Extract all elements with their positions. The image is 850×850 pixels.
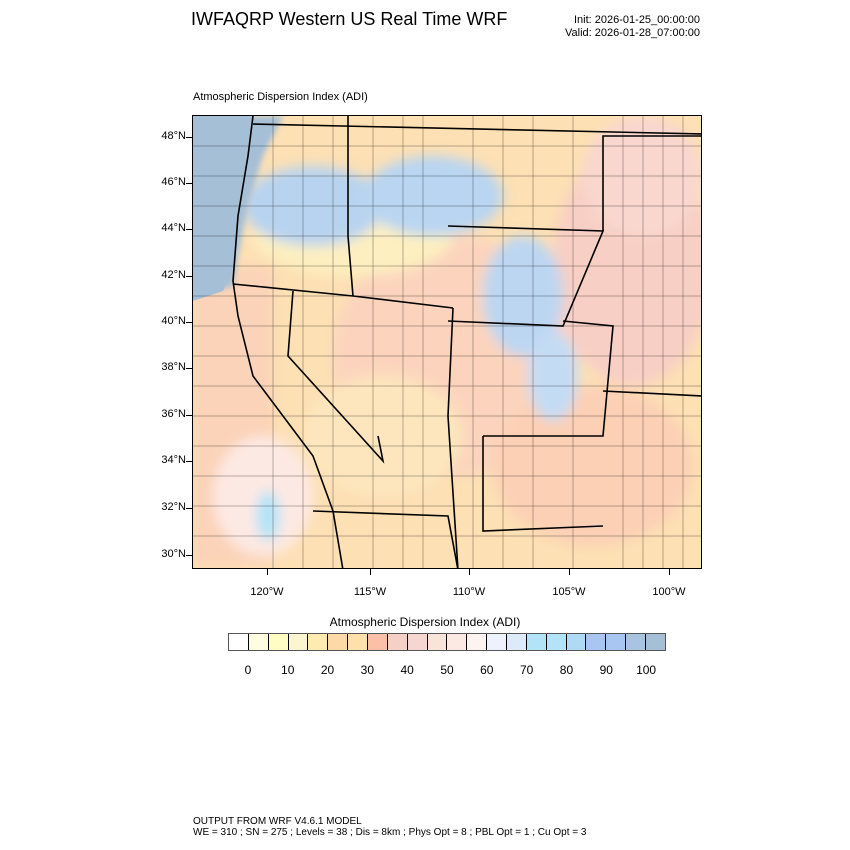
lat-label-32n: 32°N — [161, 501, 186, 513]
colorbar-label: 40 — [400, 663, 414, 677]
lat-tick — [186, 276, 192, 277]
colorbar-swatch — [268, 634, 289, 650]
colorbar-swatch — [566, 634, 587, 650]
colorbar-swatch — [348, 634, 369, 650]
lat-label-42n: 42°N — [161, 269, 186, 281]
model-config: WE = 310 ; SN = 275 ; Levels = 38 ; Dis … — [193, 827, 587, 838]
lat-tick — [186, 555, 192, 556]
lat-tick — [186, 368, 192, 369]
lat-label-48n: 48°N — [161, 130, 186, 142]
lat-tick — [186, 229, 192, 230]
model-version: OUTPUT FROM WRF V4.6.1 MODEL — [193, 816, 362, 827]
colorbar-swatch — [586, 634, 607, 650]
colorbar-swatch — [427, 634, 448, 650]
colorbar-label: 30 — [360, 663, 375, 677]
colorbar-swatch — [248, 634, 269, 650]
colorbar — [228, 633, 666, 651]
colorbar-title: Atmospheric Dispersion Index (ADI) — [329, 615, 521, 629]
map-canvas — [193, 116, 701, 568]
lon-tick — [669, 569, 670, 575]
colorbar-swatch — [646, 634, 665, 650]
colorbar-label: 100 — [636, 663, 657, 677]
adi-map — [192, 115, 702, 569]
county-borders — [193, 116, 701, 568]
lon-label-115w: 115°W — [353, 586, 387, 598]
colorbar-swatch — [288, 634, 309, 650]
lat-label-34n: 34°N — [161, 454, 186, 466]
colorbar-swatch — [606, 634, 627, 650]
lat-label-38n: 38°N — [161, 361, 186, 373]
colorbar-swatch — [447, 634, 468, 650]
model-info: OUTPUT FROM WRF V4.6.1 MODEL WE = 310 ; … — [193, 816, 586, 838]
colorbar-label: 70 — [519, 663, 534, 677]
colorbar-label: 20 — [320, 663, 335, 677]
lon-tick — [370, 569, 371, 575]
colorbar-label: 0 — [244, 663, 252, 677]
colorbar-swatch — [387, 634, 408, 650]
init-time: Init: 2026-01-25_00:00:00 — [574, 14, 700, 26]
colorbar-swatch — [626, 634, 647, 650]
colorbar-swatch — [308, 634, 329, 650]
lat-label-40n: 40°N — [161, 315, 186, 327]
colorbar-label: 60 — [480, 663, 494, 677]
colorbar-swatch — [467, 634, 488, 650]
lat-tick — [186, 415, 192, 416]
colorbar-swatch — [546, 634, 567, 650]
colorbar-label: 10 — [281, 663, 295, 677]
colorbar-swatch — [368, 634, 388, 650]
colorbar-swatch — [229, 634, 249, 650]
colorbar-label: 80 — [559, 663, 574, 677]
lat-label-44n: 44°N — [161, 222, 186, 234]
lon-tick — [569, 569, 570, 575]
lon-tick — [267, 569, 268, 575]
colorbar-swatch — [328, 634, 349, 650]
time-info: Init: 2026-01-25_00:00:00 Valid: 2026-01… — [565, 14, 700, 40]
lat-tick — [186, 461, 192, 462]
lon-label-110w: 110°W — [452, 586, 486, 598]
colorbar-label: 90 — [599, 663, 613, 677]
lat-tick — [186, 322, 192, 323]
colorbar-label: 50 — [440, 663, 454, 677]
colorbar-swatch — [487, 634, 508, 650]
lon-label-105w: 105°W — [552, 586, 586, 598]
lon-label-120w: 120°W — [250, 586, 284, 598]
pacific-ocean — [193, 116, 253, 301]
lat-label-36n: 36°N — [161, 408, 186, 420]
lat-tick — [186, 508, 192, 509]
plot-title: IWFAQRP Western US Real Time WRF — [191, 9, 508, 29]
lat-label-46n: 46°N — [161, 176, 186, 188]
colorbar-swatch — [526, 634, 547, 650]
lon-label-100w: 100°W — [652, 586, 686, 598]
lat-tick — [186, 183, 192, 184]
lat-label-30n: 30°N — [161, 548, 186, 560]
colorbar-swatch — [407, 634, 428, 650]
lon-tick — [469, 569, 470, 575]
lat-tick — [186, 137, 192, 138]
map-subtitle: Atmospheric Dispersion Index (ADI) — [193, 91, 368, 103]
colorbar-swatch — [507, 634, 527, 650]
valid-time: Valid: 2026-01-28_07:00:00 — [565, 27, 700, 39]
